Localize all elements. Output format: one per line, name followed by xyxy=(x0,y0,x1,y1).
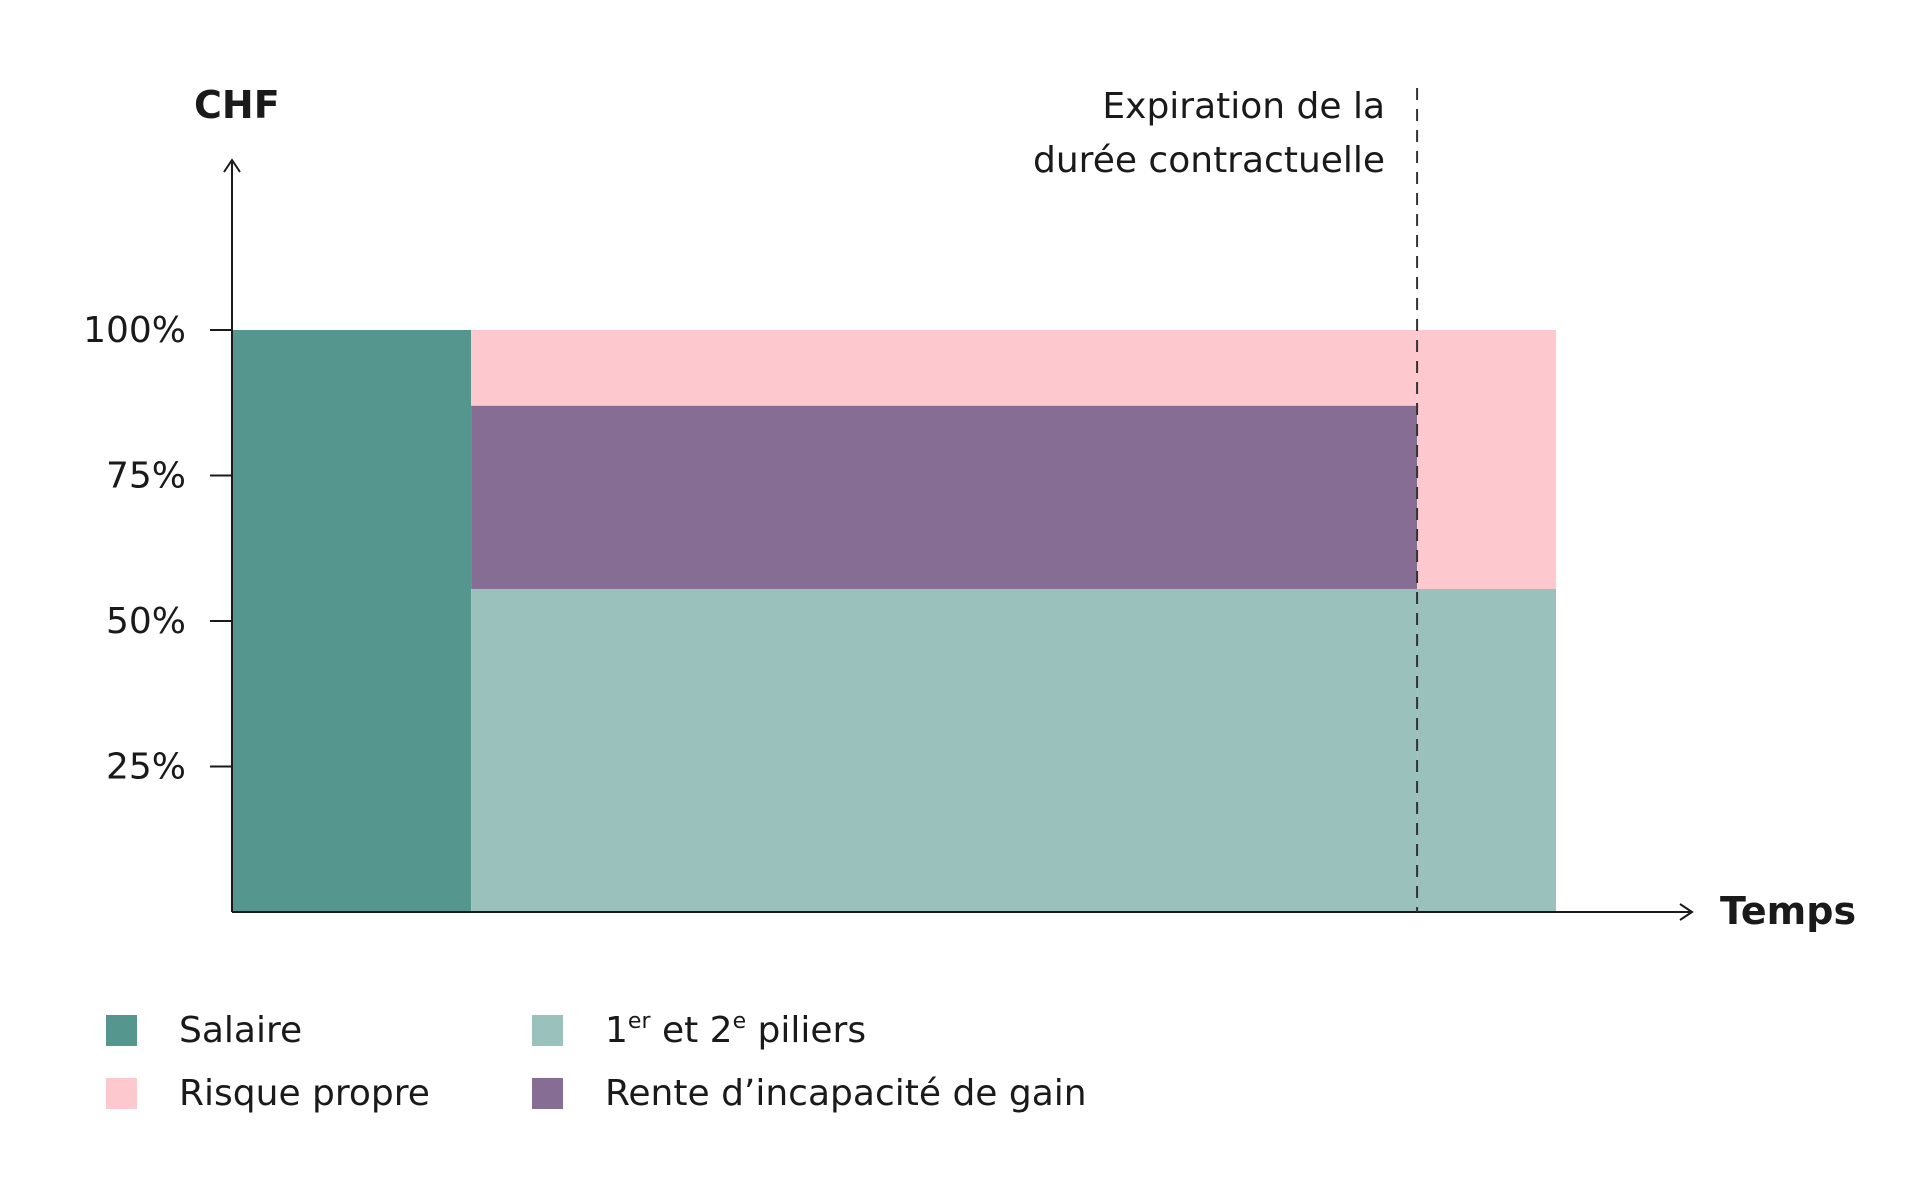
y-axis-title: CHF xyxy=(194,83,280,127)
y-ticks: 100% 75% 50% 25% xyxy=(83,310,232,788)
legend-label-rente: Rente d’incapacité de gain xyxy=(605,1073,1087,1114)
y-tick-label: 25% xyxy=(106,747,186,788)
y-tick-label: 75% xyxy=(106,456,186,497)
legend-swatch-salaire xyxy=(106,1015,137,1046)
legend-label-salaire: Salaire xyxy=(179,1010,302,1051)
legend-swatch-piliers xyxy=(532,1015,563,1046)
x-axis-title: Temps xyxy=(1720,889,1856,933)
chart-axes xyxy=(223,158,1694,921)
area-segment-piliers xyxy=(471,588,1418,912)
chart-legend: Salaire Risque propre 1er et 2e piliers Ren… xyxy=(106,1009,1087,1114)
area-segment-salaire xyxy=(233,330,472,912)
legend-label-risque: Risque propre xyxy=(179,1073,430,1114)
chart-plot-area xyxy=(233,330,1556,912)
x-axis-arrowhead xyxy=(1679,903,1694,921)
expiry-annotation-line1: Expiration de la xyxy=(1102,86,1385,127)
expiry-annotation-line2: durée contractuelle xyxy=(1033,140,1385,181)
area-segment-piliers xyxy=(1417,588,1556,912)
area-segment-rente xyxy=(471,405,1418,589)
y-tick-label: 100% xyxy=(83,310,186,351)
area-segment-risque xyxy=(1417,330,1556,589)
legend-label-piliers: 1er et 2e piliers xyxy=(605,1009,866,1051)
legend-swatch-risque xyxy=(106,1078,137,1109)
y-axis-arrowhead xyxy=(223,158,241,173)
area-segment-risque xyxy=(471,330,1418,406)
legend-swatch-rente xyxy=(532,1078,563,1109)
y-tick-label: 50% xyxy=(106,601,186,642)
